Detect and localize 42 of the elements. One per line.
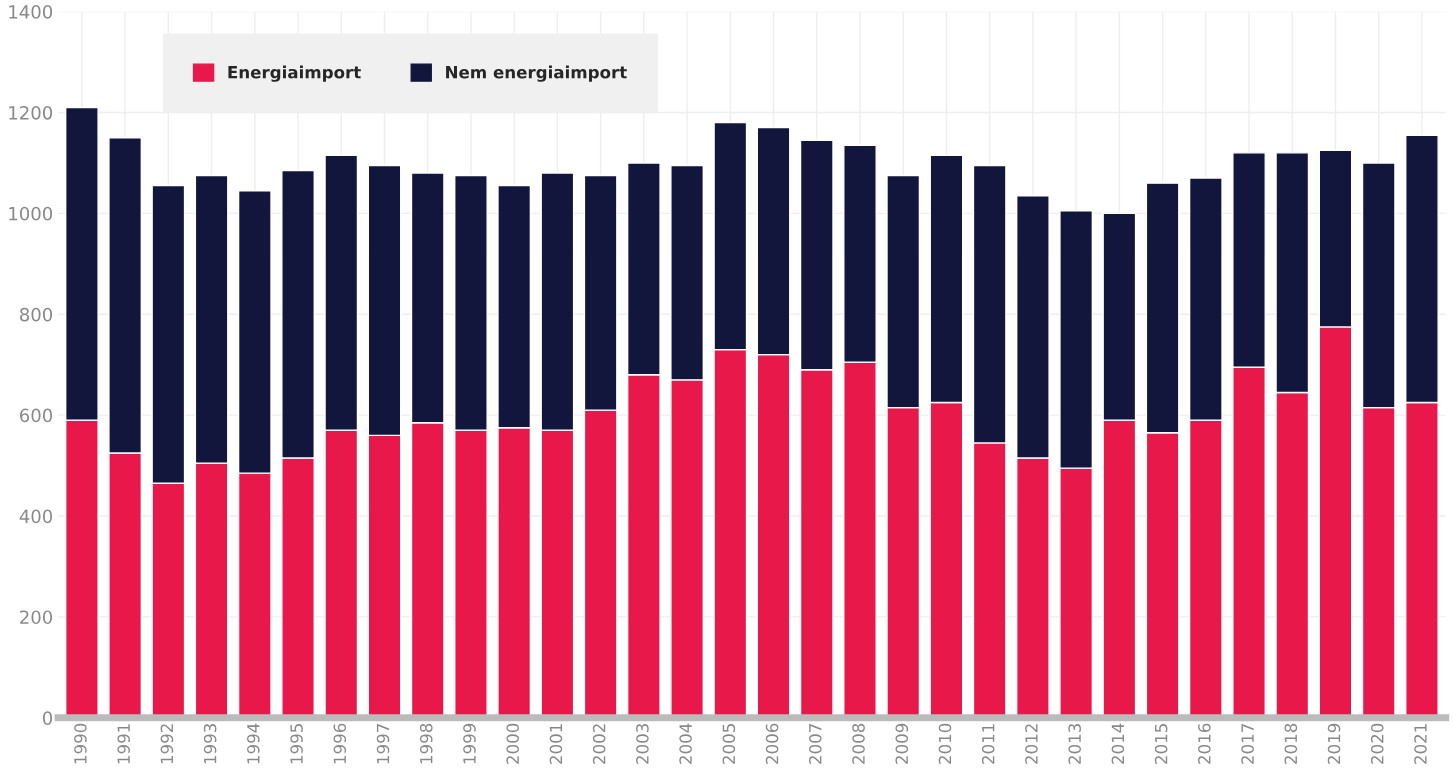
y-tick-label: 1200	[9, 105, 53, 120]
x-tick-label: 2014	[1111, 723, 1125, 764]
x-tick-label: 1994	[247, 723, 260, 764]
x-tick-label: 2016	[1198, 723, 1211, 764]
y-tick-label: 800	[20, 307, 53, 322]
x-tick-label: 2008	[852, 723, 865, 764]
x-tick-label: 2000	[506, 723, 520, 764]
y-tick-label: 400	[19, 509, 53, 524]
x-tick-label: 1992	[160, 724, 174, 764]
x-tick-label: 2020	[1370, 723, 1384, 764]
x-tick-label: 1997	[376, 724, 390, 764]
x-tick-label: 2017	[1241, 724, 1254, 764]
legend-label: Energiaimport	[228, 65, 361, 82]
x-tick-label: 2010	[938, 723, 952, 764]
x-tick-label: 2006	[765, 723, 779, 764]
x-tick-label: 2013	[1068, 724, 1081, 764]
x-tick-label: 1996	[333, 723, 347, 764]
x-tick-label: 2021	[1414, 724, 1427, 764]
x-tick-label: 1995	[290, 724, 303, 764]
x-tick-label: 2012	[1025, 724, 1038, 764]
y-tick-label: 600	[20, 408, 53, 423]
x-tick-label: 2003	[636, 724, 649, 764]
x-tick-label: 2019	[1327, 723, 1341, 764]
x-tick-label: 2007	[809, 724, 822, 764]
x-tick-label: 2004	[679, 723, 692, 764]
x-tick-label: 2011	[981, 724, 995, 764]
x-tick-label: 1990	[74, 723, 87, 764]
x-tick-label: 1991	[117, 724, 130, 764]
legend-label: Nem energiaimport	[446, 65, 627, 82]
x-tick-label: 2018	[1284, 723, 1298, 764]
y-tick-label: 1400	[9, 5, 53, 19]
x-tick-label: 1993	[203, 724, 217, 764]
x-tick-label: 2015	[1154, 724, 1168, 764]
y-tick-label: 1000	[9, 206, 53, 221]
x-tick-label: 2002	[592, 724, 606, 764]
y-tick-label: 0	[42, 711, 53, 725]
x-tick-label: 2005	[722, 724, 736, 764]
x-tick-label: 1998	[419, 723, 433, 764]
y-tick-label: 200	[20, 610, 53, 625]
x-tick-label: 1999	[463, 723, 476, 764]
x-tick-label: 2001	[549, 724, 563, 764]
x-tick-label: 2009	[895, 723, 909, 764]
